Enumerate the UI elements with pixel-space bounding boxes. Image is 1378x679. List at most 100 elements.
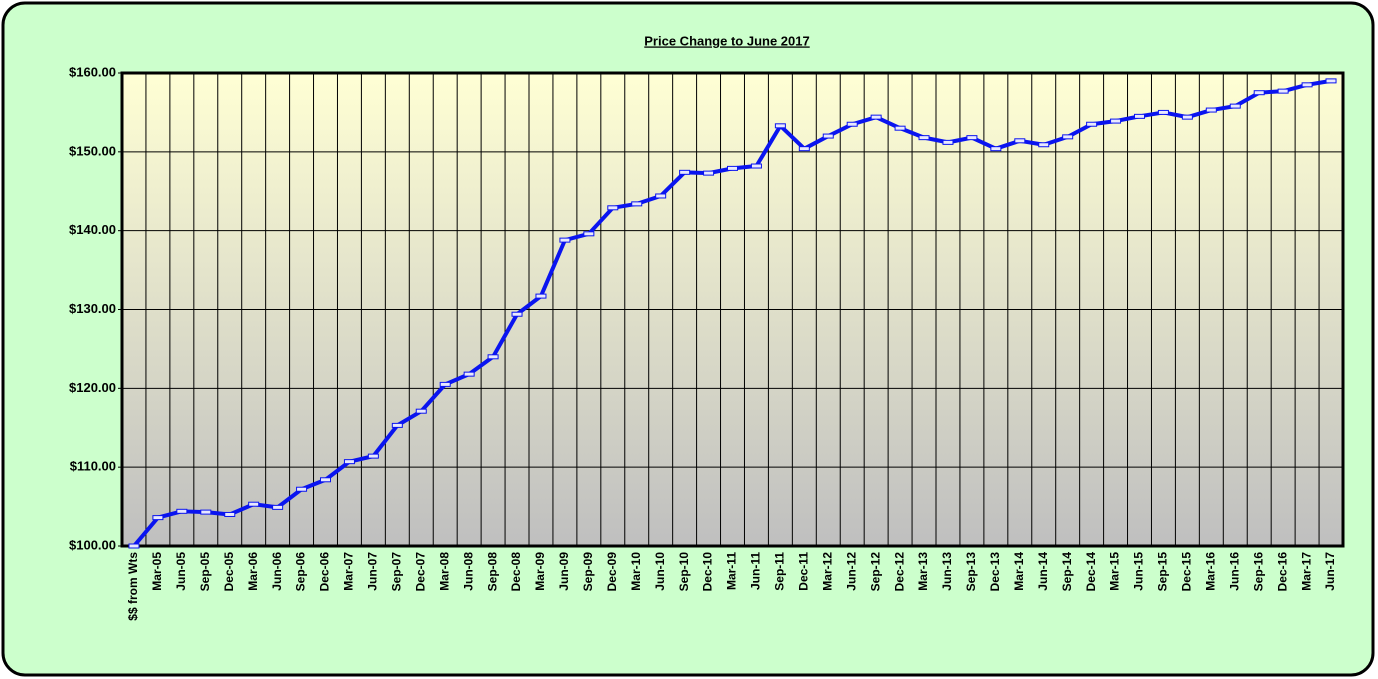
x-tick-label: Jun-15 (1132, 552, 1146, 591)
point-marker (248, 501, 260, 507)
plot-border (120, 71, 1345, 548)
x-tick-label: Sep-13 (964, 552, 978, 592)
point-marker (1157, 109, 1169, 115)
x-tick-label: Jun-09 (557, 552, 571, 591)
x-tick-label: Dec-08 (509, 552, 523, 592)
point-marker (798, 146, 810, 152)
x-tick-label: Mar-08 (437, 552, 451, 591)
x-tick-label: Mar-10 (629, 552, 643, 591)
x-tick-label: Sep-14 (1060, 552, 1074, 592)
point-marker (1134, 113, 1145, 119)
point-marker (942, 139, 954, 145)
x-tick-label: Sep-16 (1251, 552, 1265, 592)
point-marker (1253, 90, 1265, 96)
x-tick-label: Mar-14 (1012, 552, 1026, 591)
point-marker (415, 408, 427, 414)
x-tick-label: Dec-16 (1275, 552, 1289, 592)
y-tick-label: $120.00 (69, 380, 116, 395)
point-marker (607, 205, 619, 211)
y-tick-label: $140.00 (69, 222, 116, 237)
x-tick-label: Sep-10 (677, 552, 691, 592)
point-marker (703, 170, 715, 176)
point-marker (1062, 134, 1074, 140)
x-tick-label: Mar-15 (1108, 552, 1122, 591)
x-tick-label: Dec-14 (1084, 552, 1098, 592)
y-tick-label: $150.00 (69, 143, 116, 158)
point-marker (1229, 103, 1241, 109)
x-tick-label: Mar-13 (916, 552, 930, 591)
point-marker (1277, 88, 1289, 94)
x-tick-label: Sep-05 (198, 552, 212, 592)
point-marker (535, 293, 547, 299)
point-marker (822, 133, 834, 139)
x-tick-label: Mar-09 (533, 552, 547, 591)
point-marker (391, 422, 403, 428)
point-marker (679, 169, 691, 175)
point-marker (1014, 138, 1026, 144)
x-tick-label: Dec-15 (1180, 552, 1194, 592)
x-tick-label: Dec-05 (222, 552, 236, 592)
x-tick-label: Jun-17 (1323, 552, 1337, 591)
point-marker (152, 515, 164, 521)
x-tick-label: Mar-06 (246, 552, 260, 591)
x-tick-label: Jun-08 (461, 552, 475, 591)
x-tick-label: Dec-11 (796, 552, 810, 591)
point-marker (1181, 114, 1193, 120)
x-tick-label: Dec-10 (701, 552, 715, 592)
point-marker (966, 135, 978, 141)
point-marker (511, 311, 523, 317)
y-tick-label: $100.00 (69, 537, 116, 552)
chart-title: Price Change to June 2017 (644, 33, 809, 48)
point-marker (367, 453, 379, 459)
point-marker (1110, 118, 1122, 124)
x-tick-label: Jun-11 (749, 552, 763, 590)
point-marker (559, 237, 571, 243)
point-marker (894, 125, 906, 131)
x-tick-label: Dec-06 (318, 552, 332, 592)
x-tick-label: Jun-14 (1036, 552, 1050, 591)
point-marker (463, 371, 475, 377)
x-tick-label: Dec-07 (413, 552, 427, 592)
x-tick-label: Jun-16 (1227, 552, 1241, 591)
point-marker (583, 231, 595, 237)
x-tick-label: Mar-16 (1203, 552, 1217, 591)
x-tick-label: Sep-07 (389, 552, 403, 592)
point-marker (487, 354, 499, 360)
y-tick-label: $110.00 (70, 459, 116, 474)
x-tick-label: Sep-09 (581, 552, 595, 592)
x-tick-label: Jun-05 (174, 552, 188, 591)
point-marker (439, 381, 451, 387)
x-tick-label: Jun-06 (270, 552, 284, 591)
x-tick-label: Mar-17 (1299, 552, 1313, 591)
point-marker (631, 201, 643, 207)
point-marker (1325, 78, 1337, 84)
point-marker (200, 509, 212, 515)
point-marker (128, 543, 140, 549)
x-tick-label: Sep-12 (868, 552, 882, 592)
point-marker (990, 146, 1002, 152)
point-marker (846, 121, 858, 127)
point-marker (655, 193, 667, 199)
x-tick-label: Sep-11 (773, 552, 787, 591)
x-tick-label: Sep-08 (485, 552, 499, 592)
x-tick-label: Mar-07 (342, 552, 356, 591)
point-marker (1301, 82, 1313, 88)
x-tick-label: Dec-12 (892, 552, 906, 592)
x-tick-label: Sep-15 (1156, 552, 1170, 592)
x-tick-label: Mar-11 (725, 552, 739, 590)
x-tick-label: Mar-12 (820, 552, 834, 591)
point-marker (343, 459, 355, 465)
point-marker (1086, 121, 1098, 127)
y-tick-label: $160.00 (69, 64, 116, 79)
x-tick-label: Sep-06 (294, 552, 308, 592)
point-marker (176, 508, 188, 514)
x-tick-label: Dec-13 (988, 552, 1002, 592)
x-tick-label: Jun-10 (653, 552, 667, 591)
x-tick-label: Mar-05 (150, 552, 164, 591)
point-marker (750, 163, 762, 169)
point-marker (272, 504, 284, 510)
point-marker (870, 114, 882, 120)
x-tick-label: Dec-09 (605, 552, 619, 592)
point-marker (774, 123, 786, 129)
